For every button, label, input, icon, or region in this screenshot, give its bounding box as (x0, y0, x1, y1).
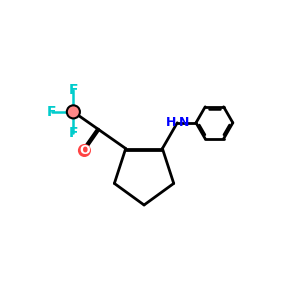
Text: O: O (79, 144, 90, 157)
Text: F: F (47, 105, 57, 119)
Text: H: H (165, 116, 176, 129)
Text: F: F (69, 126, 78, 140)
Text: F: F (69, 83, 78, 98)
Circle shape (78, 144, 91, 157)
Circle shape (67, 105, 80, 119)
Text: N: N (179, 116, 189, 129)
